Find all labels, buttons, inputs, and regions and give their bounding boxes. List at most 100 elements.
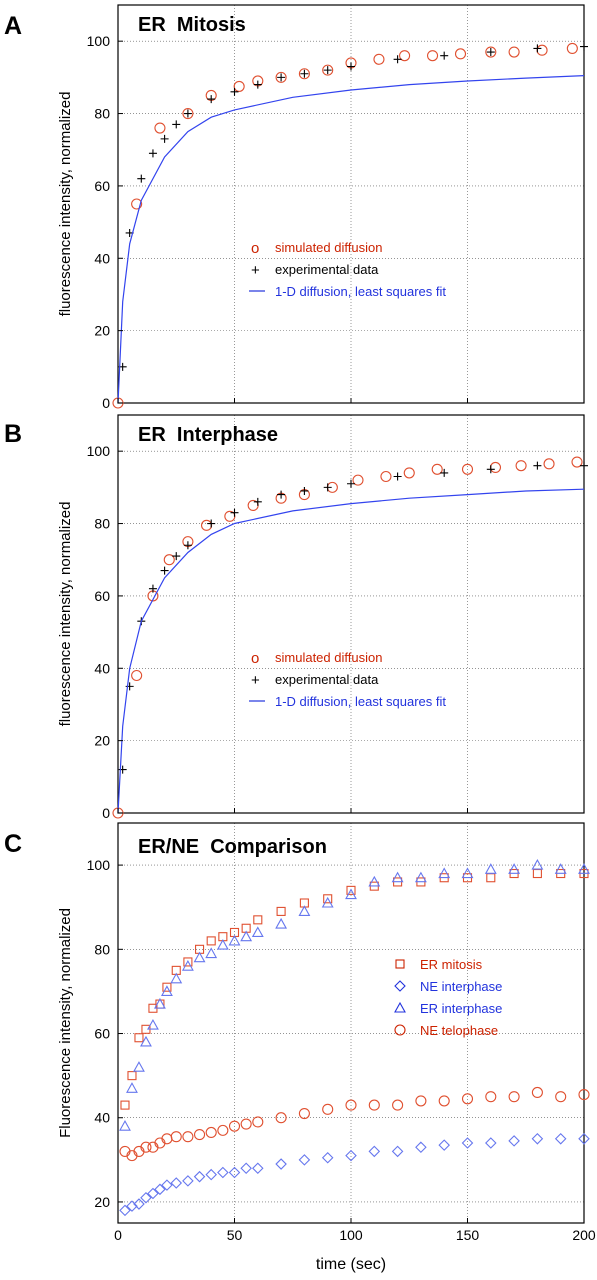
data-point-circle	[578, 1089, 590, 1101]
panel-c-marks	[119, 858, 590, 1217]
y-tick-label: 40	[94, 250, 110, 266]
data-point-circle	[508, 1091, 520, 1103]
data-point-triangle	[461, 867, 474, 879]
data-point-plus	[172, 120, 181, 129]
y-tick-label: 100	[87, 33, 111, 49]
data-point-triangle	[228, 934, 241, 946]
panel-a-letter: A	[4, 12, 22, 40]
data-point-square	[183, 957, 193, 967]
data-point-circle	[415, 1095, 427, 1107]
legend-label: ER interphase	[420, 1001, 502, 1016]
panel-a-ylabel: fluorescence intensity, normalized	[57, 92, 74, 317]
legend-symbol	[394, 1001, 406, 1013]
data-point-plus	[393, 55, 402, 64]
data-point-circle	[485, 46, 497, 58]
legend-label: 1-D diffusion, least squares fit	[275, 694, 446, 709]
data-point-triangle	[119, 1120, 131, 1131]
data-point-plus	[207, 519, 216, 528]
data-point-square	[323, 894, 333, 904]
data-point-diamond	[275, 1158, 287, 1170]
data-point-circle	[345, 1099, 357, 1111]
y-tick-label: 40	[94, 1110, 110, 1126]
y-tick-label: 20	[94, 323, 110, 339]
y-tick-label: 80	[94, 941, 110, 957]
data-point-plus	[440, 51, 449, 60]
data-point-diamond	[461, 1137, 474, 1149]
data-point-circle	[131, 198, 143, 210]
data-point-circle	[555, 1091, 567, 1103]
data-point-circle	[170, 1131, 182, 1143]
data-point-diamond	[126, 1200, 138, 1212]
data-point-circle	[322, 1103, 334, 1115]
x-tick-label: 0	[114, 1227, 122, 1243]
data-point-diamond	[554, 1133, 567, 1145]
data-point-triangle	[484, 863, 497, 874]
data-point-triangle	[321, 896, 334, 908]
data-point-square	[134, 1033, 144, 1043]
panel-b-grid	[118, 415, 584, 813]
data-point-plus	[347, 479, 355, 488]
data-point-circle	[200, 519, 213, 531]
panel-b: B 0 20 40 60 80 100 ER Interphase fluorescenc…	[4, 414, 588, 821]
data-point-triangle	[147, 1018, 159, 1030]
data-point-square	[206, 936, 216, 946]
data-point-plus	[323, 483, 332, 492]
data-point-triangle	[438, 867, 451, 879]
legend-label: simulated diffusion	[275, 240, 382, 255]
panel-c-y-ticks: 20 40 60 80 100	[87, 857, 123, 1210]
data-point-plus	[440, 468, 449, 477]
data-point-plus	[300, 486, 309, 495]
data-point-plus	[300, 69, 309, 78]
data-point-diamond	[345, 1149, 357, 1162]
data-point-circle	[399, 50, 411, 62]
panel-c-title: ER/NE Comparison	[138, 836, 327, 858]
data-point-diamond	[240, 1162, 252, 1175]
data-point-triangle	[391, 871, 404, 883]
data-point-triangle	[508, 863, 521, 874]
y-tick-label: 100	[87, 443, 111, 459]
legend-symbol: +	[251, 672, 260, 689]
data-point-diamond	[438, 1139, 450, 1151]
data-point-plus	[323, 66, 332, 75]
data-point-plus	[183, 541, 192, 550]
legend-label: experimental data	[275, 672, 379, 687]
data-point-diamond	[133, 1198, 145, 1210]
data-point-square	[253, 915, 263, 925]
data-point-plus	[160, 134, 169, 143]
data-point-circle	[531, 1086, 543, 1099]
data-point-circle	[322, 64, 334, 76]
data-point-square	[162, 982, 172, 992]
data-point-triangle	[240, 930, 253, 942]
data-point-triangle	[554, 863, 567, 874]
legend-symbol	[394, 1024, 406, 1036]
panel-b-y-ticks: 0 20 40 60 80 100	[87, 443, 123, 821]
panel-a-grid	[118, 5, 584, 403]
data-point-square	[127, 1071, 137, 1081]
x-tick-label: 50	[227, 1227, 243, 1243]
data-point-plus	[253, 497, 262, 506]
y-tick-label: 100	[87, 857, 111, 873]
data-point-diamond	[298, 1154, 311, 1166]
data-point-diamond	[321, 1151, 334, 1164]
data-point-circle	[275, 71, 287, 83]
data-point-plus	[253, 80, 262, 89]
data-point-diamond	[154, 1183, 166, 1196]
data-point-plus	[160, 566, 169, 575]
data-point-triangle	[154, 997, 166, 1009]
x-tick-label: 200	[572, 1227, 596, 1243]
data-point-diamond	[228, 1166, 241, 1179]
data-point-circle	[154, 122, 166, 134]
data-point-plus	[230, 508, 239, 517]
data-point-circle	[228, 1120, 241, 1132]
data-point-plus	[207, 95, 216, 104]
data-point-circle	[566, 42, 578, 54]
data-point-triangle	[368, 875, 381, 887]
panel-b-ylabel: fluorescence intensity, normalized	[57, 502, 74, 727]
y-tick-label: 20	[94, 733, 110, 749]
legend-label: 1-D diffusion, least squares fit	[275, 284, 446, 299]
data-point-plus	[486, 48, 495, 57]
data-point-diamond	[217, 1166, 229, 1179]
data-point-square	[532, 868, 542, 879]
data-point-square	[346, 885, 356, 895]
panel-b-marks	[112, 456, 588, 819]
